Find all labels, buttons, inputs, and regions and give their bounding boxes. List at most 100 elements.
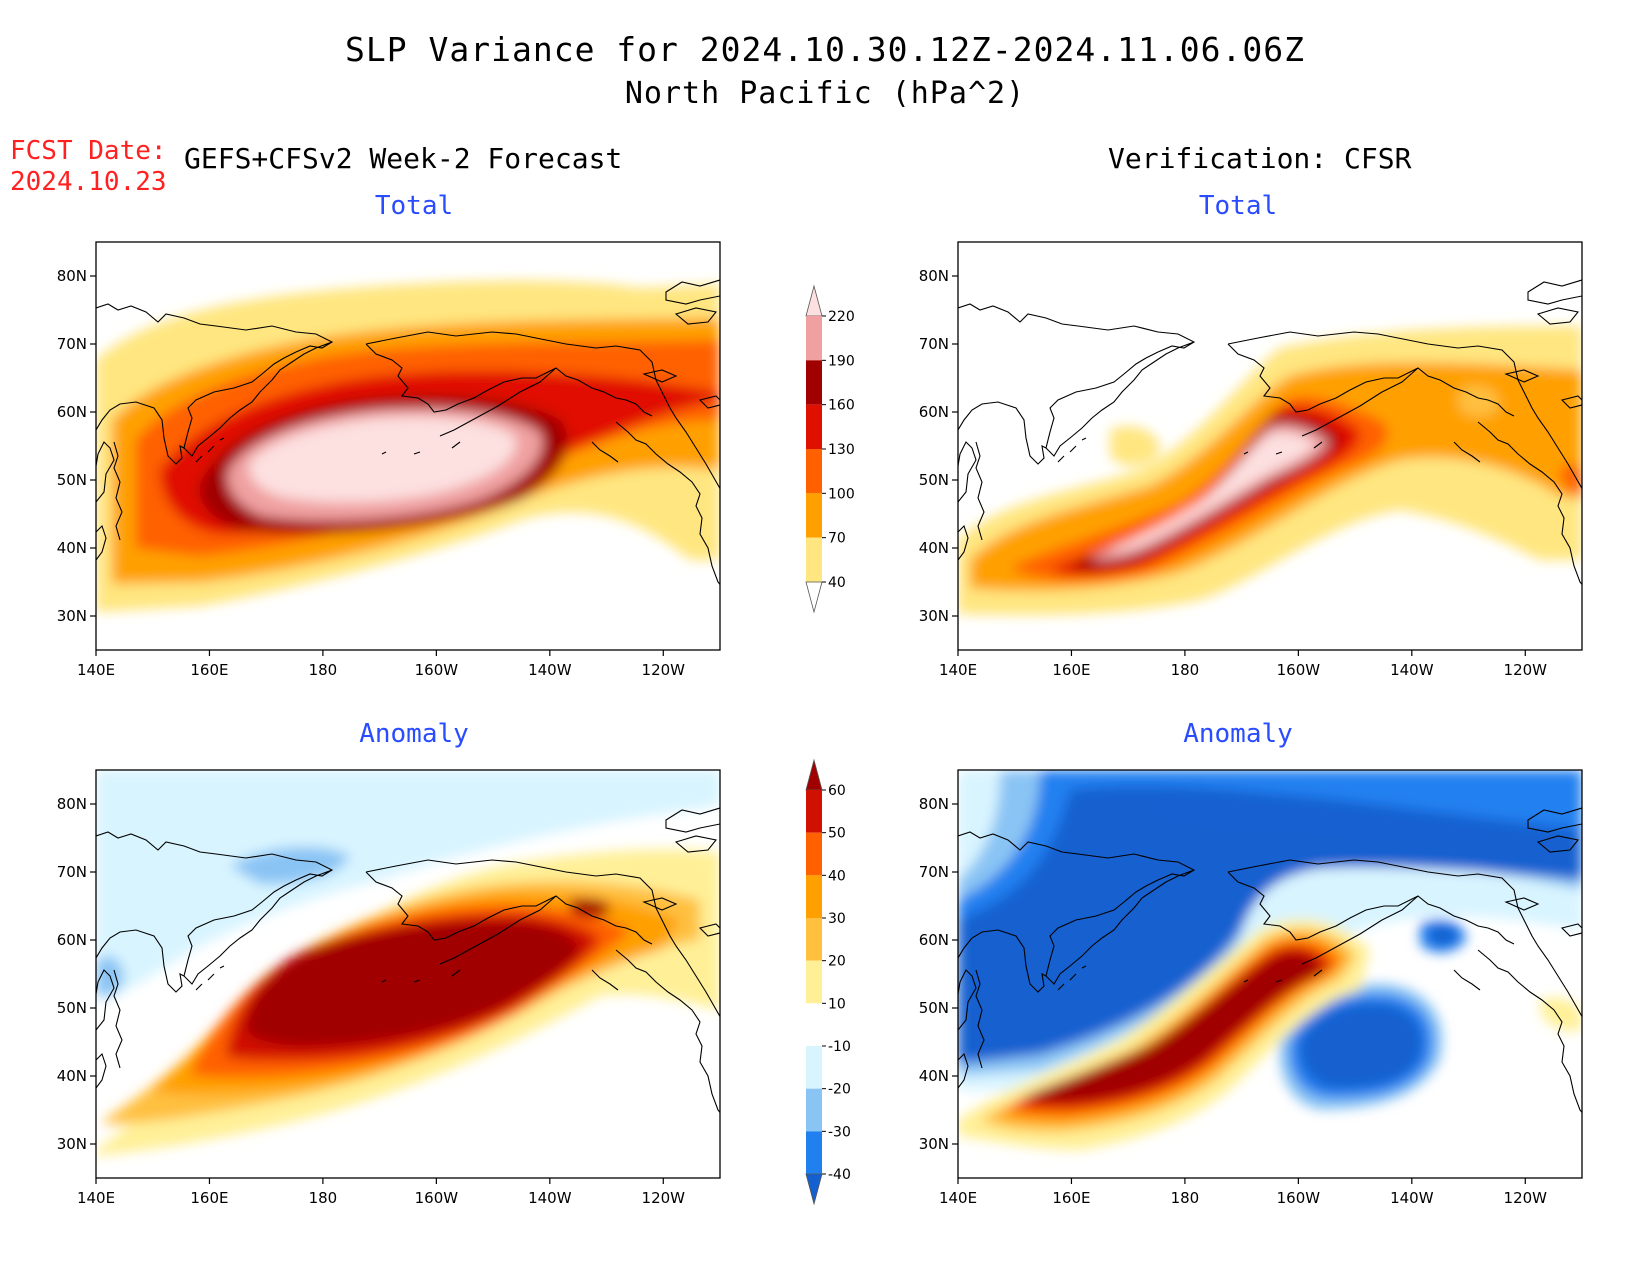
lat-tick-label: 70N: [57, 863, 87, 881]
lat-tick-label: 80N: [919, 267, 949, 285]
colorbar-box: [806, 875, 822, 918]
colorbar-box: [806, 1003, 822, 1046]
map-verification-total: [957, 241, 1583, 651]
colorbar-box: [806, 832, 822, 876]
colorbar-box: [806, 790, 822, 833]
forecast-header: GEFS+CFSv2 Week-2 Forecast: [184, 142, 623, 175]
lat-tick-label: 70N: [57, 335, 87, 353]
colorbar-label: 60: [828, 783, 846, 799]
colorbar-box: [806, 493, 822, 538]
lon-tick-label: 140E: [77, 661, 115, 679]
colorbar-bottom-triangle: [805, 1173, 823, 1206]
colorbar-anomaly: -40 -30 -20 -10 10 20 30 40 50 60: [805, 758, 851, 1206]
lon-tick-label: 160W: [415, 661, 459, 679]
verification-header: Verification: CFSR: [1108, 142, 1412, 175]
lon-tick-label: 140W: [528, 1189, 572, 1207]
colorbar-box: [806, 449, 822, 494]
fcst-date-label: FCST Date: 2024.10.23: [10, 136, 167, 198]
colorbar-label: 50: [828, 826, 846, 842]
colorbar-label: 40: [828, 575, 846, 591]
colorbar-top-triangle: [805, 284, 823, 317]
lon-tick-label: 160W: [1277, 661, 1321, 679]
colorbar-label: -40: [828, 1167, 851, 1183]
colorbar-label: 100: [828, 486, 855, 502]
colorbar-label: 70: [828, 531, 846, 547]
lat-tick-label: 40N: [57, 539, 87, 557]
colorbar-box: [806, 537, 822, 582]
lon-tick-label: 120W: [1504, 661, 1548, 679]
lon-tick-label: 180: [309, 661, 338, 679]
main-title: SLP Variance for 2024.10.30.12Z-2024.11.…: [345, 30, 1305, 69]
colorbar-box: [806, 1088, 822, 1132]
lon-tick-label: 140W: [528, 661, 572, 679]
colorbar-label: 220: [828, 309, 855, 325]
lon-tick-label: 120W: [642, 1189, 686, 1207]
lon-tick-label: 140E: [939, 661, 977, 679]
lat-tick-label: 60N: [57, 403, 87, 421]
colorbar-label: 130: [828, 442, 855, 458]
colorbar-label: -20: [828, 1082, 851, 1098]
fcst-date-caption: FCST Date:: [10, 136, 167, 166]
panel-title-verification-anomaly: Anomaly: [1183, 719, 1293, 749]
lat-tick-label: 40N: [919, 539, 949, 557]
lon-tick-label: 140W: [1390, 1189, 1434, 1207]
lon-tick-label: 180: [1171, 661, 1200, 679]
lat-tick-label: 60N: [919, 403, 949, 421]
axes-layer: 140E 160E 180 160W 140W 120W 80N 70N 60N 50N 40N 30…: [57, 267, 1547, 1207]
lat-tick-label: 80N: [57, 795, 87, 813]
panel-title-forecast-total: Total: [374, 191, 454, 221]
lat-tick-label: 50N: [57, 999, 87, 1017]
lon-tick-label: 140E: [939, 1189, 977, 1207]
lat-tick-label: 40N: [57, 1067, 87, 1085]
lat-tick-label: 50N: [57, 471, 87, 489]
lat-tick-label: 80N: [919, 795, 949, 813]
lat-tick-label: 70N: [919, 863, 949, 881]
colorbar-label: 30: [828, 911, 846, 927]
map-forecast-total: [95, 241, 721, 651]
map-verification-anomaly: [957, 769, 1583, 1179]
lon-tick-label: 180: [309, 1189, 338, 1207]
lon-tick-label: 160E: [1052, 1189, 1090, 1207]
map-forecast-anomaly: [95, 769, 721, 1179]
lon-tick-label: 160E: [1052, 661, 1090, 679]
lon-tick-label: 160E: [190, 1189, 228, 1207]
colorbar-label: -10: [828, 1039, 851, 1055]
colorbar-label: 10: [828, 996, 846, 1012]
lat-tick-label: 50N: [919, 999, 949, 1017]
colorbar-label: 40: [828, 868, 846, 884]
colorbar-label: 190: [828, 353, 855, 369]
main-subtitle: North Pacific (hPa^2): [624, 76, 1026, 111]
colorbar-box: [806, 1131, 822, 1174]
colorbar-box: [806, 360, 822, 405]
lon-tick-label: 180: [1171, 1189, 1200, 1207]
colorbar-label: -30: [828, 1124, 851, 1140]
colorbar-label: 20: [828, 954, 846, 970]
lat-tick-label: 60N: [919, 931, 949, 949]
lat-tick-label: 70N: [919, 335, 949, 353]
lon-tick-label: 160W: [1277, 1189, 1321, 1207]
lon-tick-label: 120W: [642, 661, 686, 679]
lon-tick-label: 120W: [1504, 1189, 1548, 1207]
lat-tick-label: 50N: [919, 471, 949, 489]
colorbar-box: [806, 1046, 822, 1089]
colorbar-box: [806, 404, 822, 449]
lat-tick-label: 40N: [919, 1067, 949, 1085]
colorbar-top-triangle: [805, 758, 823, 791]
lat-tick-label: 80N: [57, 267, 87, 285]
colorbar-total: 40 70 100 130 160 190 220: [805, 284, 855, 614]
lat-tick-label: 30N: [57, 1135, 87, 1153]
panel-title-verification-total: Total: [1198, 191, 1278, 221]
lon-tick-label: 160E: [190, 661, 228, 679]
lat-tick-label: 30N: [57, 607, 87, 625]
colorbar-label: 160: [828, 398, 855, 414]
lat-tick-label: 30N: [919, 1135, 949, 1153]
lon-tick-label: 140W: [1390, 661, 1434, 679]
lat-tick-label: 30N: [919, 607, 949, 625]
colorbar-box: [806, 960, 822, 1004]
lon-tick-label: 140E: [77, 1189, 115, 1207]
panel-title-forecast-anomaly: Anomaly: [359, 719, 469, 749]
colorbar-bottom-triangle: [805, 581, 823, 614]
fcst-date-value: 2024.10.23: [10, 167, 167, 197]
lat-tick-label: 60N: [57, 931, 87, 949]
